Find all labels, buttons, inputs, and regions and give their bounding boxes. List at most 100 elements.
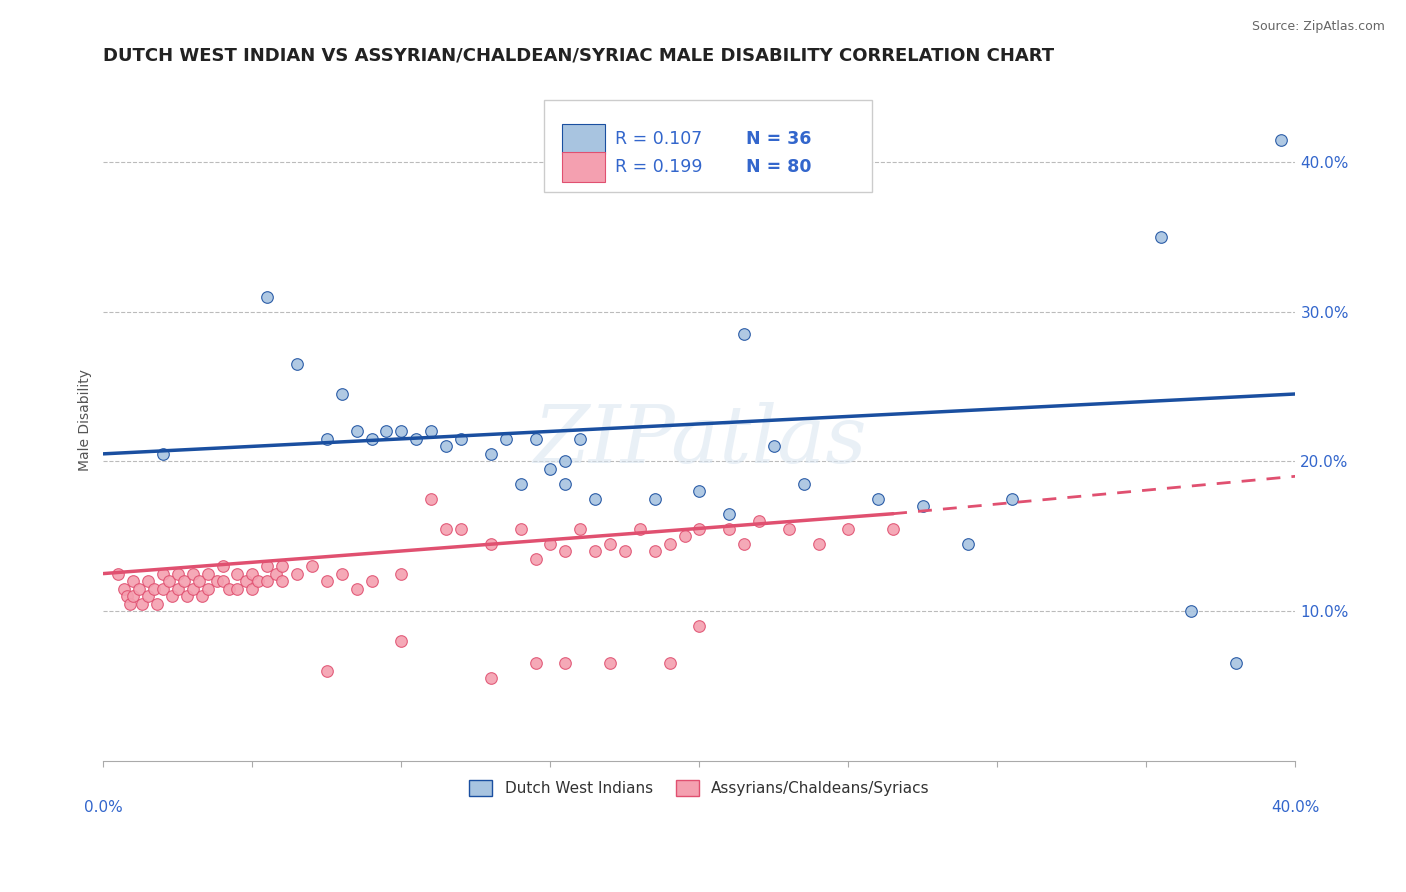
- Point: [256, 574, 278, 588]
- Text: N = 36: N = 36: [747, 130, 811, 148]
- Point: [136, 574, 159, 588]
- Point: [330, 387, 353, 401]
- Point: [688, 484, 710, 499]
- Point: [658, 657, 681, 671]
- Point: [271, 574, 294, 588]
- Point: [122, 574, 145, 588]
- Point: [509, 522, 531, 536]
- Point: [316, 664, 339, 678]
- Point: [152, 566, 174, 581]
- Legend: Dutch West Indians, Assyrians/Chaldeans/Syriacs: Dutch West Indians, Assyrians/Chaldeans/…: [464, 774, 935, 802]
- Point: [554, 544, 576, 558]
- Point: [136, 589, 159, 603]
- Point: [389, 425, 412, 439]
- Point: [733, 536, 755, 550]
- Point: [301, 559, 323, 574]
- Point: [115, 589, 138, 603]
- Point: [569, 432, 592, 446]
- Text: 0.0%: 0.0%: [84, 799, 122, 814]
- Point: [360, 574, 382, 588]
- Point: [554, 657, 576, 671]
- Point: [128, 582, 150, 596]
- Point: [420, 491, 443, 506]
- Point: [538, 536, 561, 550]
- Point: [226, 582, 249, 596]
- Point: [778, 522, 800, 536]
- Point: [688, 522, 710, 536]
- Point: [205, 574, 228, 588]
- Point: [718, 507, 741, 521]
- Point: [152, 582, 174, 596]
- Point: [868, 491, 890, 506]
- Point: [644, 491, 666, 506]
- Point: [143, 582, 166, 596]
- Point: [569, 522, 592, 536]
- Point: [256, 290, 278, 304]
- Point: [837, 522, 859, 536]
- Point: [176, 589, 198, 603]
- Point: [882, 522, 904, 536]
- Point: [1225, 657, 1247, 671]
- Text: R = 0.199: R = 0.199: [614, 159, 702, 177]
- Point: [131, 597, 153, 611]
- Point: [1001, 491, 1024, 506]
- Point: [285, 566, 308, 581]
- Point: [330, 566, 353, 581]
- Point: [242, 566, 264, 581]
- Point: [360, 432, 382, 446]
- Point: [733, 327, 755, 342]
- Point: [688, 619, 710, 633]
- Point: [793, 476, 815, 491]
- Point: [583, 544, 606, 558]
- Text: DUTCH WEST INDIAN VS ASSYRIAN/CHALDEAN/SYRIAC MALE DISABILITY CORRELATION CHART: DUTCH WEST INDIAN VS ASSYRIAN/CHALDEAN/S…: [104, 46, 1054, 64]
- Point: [599, 657, 621, 671]
- Point: [495, 432, 517, 446]
- Point: [152, 447, 174, 461]
- Point: [157, 574, 180, 588]
- Point: [628, 522, 651, 536]
- Point: [554, 454, 576, 468]
- Point: [1150, 229, 1173, 244]
- Point: [211, 574, 233, 588]
- Point: [673, 529, 696, 543]
- Point: [554, 476, 576, 491]
- Point: [524, 551, 547, 566]
- Point: [190, 589, 212, 603]
- Point: [181, 566, 204, 581]
- Point: [112, 582, 135, 596]
- Point: [173, 574, 195, 588]
- Point: [405, 432, 427, 446]
- Point: [264, 566, 287, 581]
- Point: [256, 559, 278, 574]
- Point: [524, 432, 547, 446]
- Point: [911, 500, 934, 514]
- Point: [120, 597, 142, 611]
- FancyBboxPatch shape: [562, 124, 605, 154]
- Point: [389, 566, 412, 581]
- Point: [434, 522, 457, 536]
- Point: [583, 491, 606, 506]
- Text: R = 0.107: R = 0.107: [614, 130, 702, 148]
- Point: [107, 566, 129, 581]
- Point: [1270, 132, 1292, 146]
- Point: [1180, 604, 1202, 618]
- Point: [167, 566, 190, 581]
- Point: [187, 574, 209, 588]
- Y-axis label: Male Disability: Male Disability: [79, 369, 93, 471]
- Point: [748, 514, 770, 528]
- Point: [181, 582, 204, 596]
- Point: [658, 536, 681, 550]
- Point: [160, 589, 183, 603]
- Point: [613, 544, 636, 558]
- Text: ZIPatlas: ZIPatlas: [533, 402, 866, 479]
- Point: [434, 439, 457, 453]
- Point: [524, 657, 547, 671]
- Point: [146, 597, 169, 611]
- Point: [122, 589, 145, 603]
- Point: [509, 476, 531, 491]
- Point: [197, 582, 219, 596]
- Point: [197, 566, 219, 581]
- Point: [167, 582, 190, 596]
- Point: [718, 522, 741, 536]
- Text: N = 80: N = 80: [747, 159, 811, 177]
